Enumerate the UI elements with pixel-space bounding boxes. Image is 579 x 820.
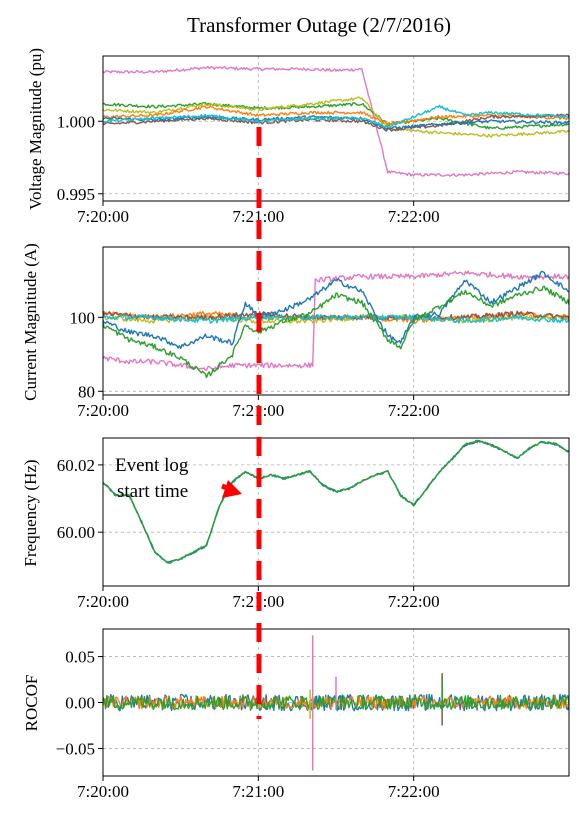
current-xtick-label-2: 7:22:00: [388, 401, 440, 420]
chart-title: Transformer Outage (2/7/2016): [187, 13, 451, 37]
frequency-xtick-label-2: 7:22:00: [388, 592, 440, 611]
current-series-2: [103, 314, 569, 324]
frequency-ytick-label-0: 60.00: [57, 523, 95, 542]
rocof-xtick-label-1: 7:21:00: [232, 782, 284, 801]
voltage-series-6: [103, 104, 569, 128]
voltage-panel: 0.995 1.000 7:20:00 7:21:00 7:22:00: [57, 55, 570, 226]
current-axes-frame: [102, 246, 570, 396]
voltage-ylabel: Voltage Magnitude (pu): [26, 48, 45, 210]
frequency-axes-frame: [102, 437, 570, 587]
frequency-ylabel: Frequency (Hz): [21, 459, 40, 566]
current-series-6: [103, 285, 569, 379]
voltage-series-1: [103, 101, 569, 130]
voltage-xtick-label-1: 7:21:00: [232, 207, 284, 226]
rocof-panel: −0.05 0.00 0.05 7:20:00 7:21:00 7:22:00: [56, 628, 570, 801]
voltage-series-2: [103, 96, 569, 138]
annotation-arrow: [221, 480, 242, 498]
annotation-line-2: start time: [117, 481, 188, 502]
frequency-series-1: [103, 439, 569, 564]
frequency-xtick-label-0: 7:20:00: [77, 592, 129, 611]
frequency-ytick-label-1: 60.02: [57, 456, 95, 475]
voltage-axes-frame: [102, 55, 570, 202]
voltage-ytick-label-1: 1.000: [57, 112, 95, 131]
rocof-ytick-label-0: −0.05: [56, 739, 95, 758]
current-series-4: [103, 314, 569, 324]
current-xtick-label-0: 7:20:00: [77, 401, 129, 420]
rocof-ylabel: ROCOF: [22, 675, 41, 732]
current-ylabel: Current Magnitude (A): [21, 243, 40, 401]
current-ytick-label-0: 80: [78, 382, 95, 401]
current-series-0: [103, 270, 569, 371]
rocof-ytick-label-2: 0.05: [65, 648, 95, 667]
rocof-xtick-label-2: 7:22:00: [388, 782, 440, 801]
voltage-series-3: [103, 105, 569, 127]
rocof-xtick-label-0: 7:20:00: [77, 782, 129, 801]
voltage-series-5: [103, 115, 569, 130]
current-ytick-label-1: 100: [70, 308, 96, 327]
annotation-line-1: Event log: [115, 455, 189, 476]
rocof-ytick-label-1: 0.00: [65, 694, 95, 713]
voltage-ytick-label-0: 0.995: [57, 185, 95, 204]
voltage-series-0: [103, 65, 569, 177]
voltage-xtick-label-2: 7:22:00: [388, 207, 440, 226]
current-series-5: [103, 270, 569, 350]
voltage-xtick-label-0: 7:20:00: [77, 207, 129, 226]
